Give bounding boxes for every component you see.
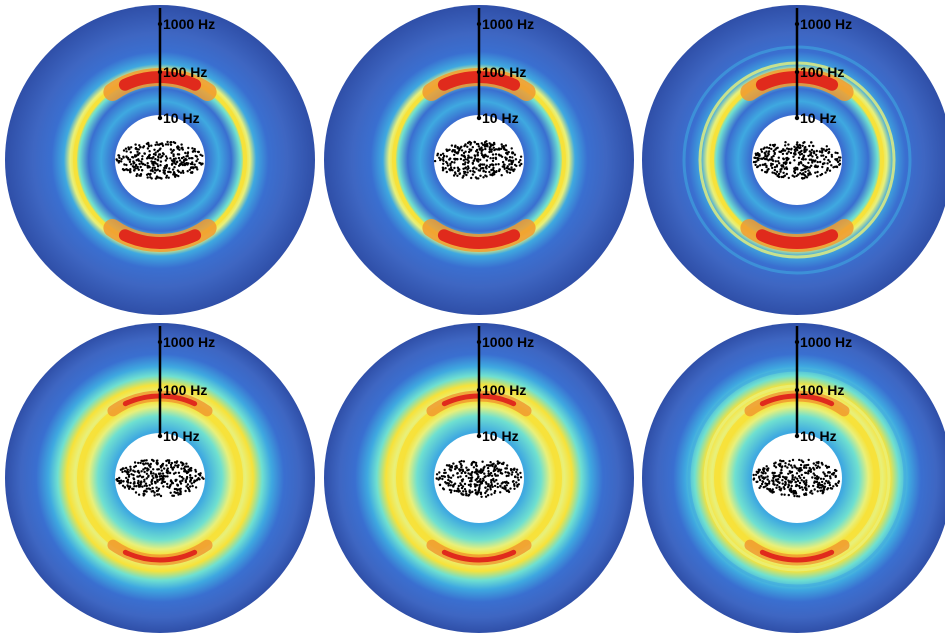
axis-tick-label: 10 Hz bbox=[800, 110, 837, 126]
polar-plot: 1000 Hz 100 Hz 10 Hz bbox=[5, 5, 315, 315]
axis-tick-label: 100 Hz bbox=[163, 64, 207, 80]
axis-tick-mark bbox=[476, 69, 482, 75]
axis-tick-mark bbox=[157, 69, 163, 75]
axis-tick-mark bbox=[794, 21, 800, 27]
axis-tick-label: 1000 Hz bbox=[163, 334, 215, 350]
peak-band-bottom bbox=[755, 229, 839, 249]
point-cloud bbox=[115, 140, 204, 180]
peak-band-bottom bbox=[118, 229, 202, 249]
polar-plot: 1000 Hz 100 Hz 10 Hz bbox=[642, 5, 945, 315]
point-cloud bbox=[752, 141, 842, 180]
axis-tick-mark bbox=[157, 433, 163, 439]
frequency-axis: 1000 Hz 100 Hz 10 Hz bbox=[794, 8, 852, 126]
axis-tick-mark bbox=[157, 115, 163, 121]
panel-row2-col1: 1000 Hz 100 Hz 10 Hz bbox=[3, 318, 318, 636]
polar-plot: 1000 Hz 100 Hz 10 Hz bbox=[642, 323, 945, 633]
axis-tick-mark bbox=[476, 387, 482, 393]
axis-tick-mark bbox=[476, 339, 482, 345]
polar-plot: 1000 Hz 100 Hz 10 Hz bbox=[324, 323, 634, 633]
axis-tick-label: 10 Hz bbox=[163, 110, 200, 126]
axis-tick-label: 1000 Hz bbox=[482, 334, 534, 350]
axis-tick-label: 100 Hz bbox=[482, 64, 526, 80]
point-cloud bbox=[115, 458, 205, 498]
axis-tick-mark bbox=[476, 115, 482, 121]
panel-row2-col2: 1000 Hz 100 Hz 10 Hz bbox=[322, 318, 637, 636]
axis-tick-label: 10 Hz bbox=[163, 428, 200, 444]
peak-band-bottom bbox=[122, 549, 198, 563]
axis-tick-label: 100 Hz bbox=[800, 382, 844, 398]
axis-tick-mark bbox=[476, 21, 482, 27]
point-cloud bbox=[433, 140, 523, 180]
axis-tick-mark bbox=[476, 433, 482, 439]
center-hole bbox=[752, 115, 842, 205]
panel-row2-col3: 1000 Hz 100 Hz 10 Hz bbox=[640, 318, 945, 636]
point-cloud bbox=[752, 458, 841, 498]
axis-tick-label: 100 Hz bbox=[800, 64, 844, 80]
axis-tick-label: 100 Hz bbox=[163, 382, 207, 398]
frequency-axis: 1000 Hz 100 Hz 10 Hz bbox=[794, 326, 852, 444]
axis-tick-mark bbox=[794, 69, 800, 75]
polar-plot: 1000 Hz 100 Hz 10 Hz bbox=[324, 5, 634, 315]
frequency-axis: 1000 Hz 100 Hz 10 Hz bbox=[476, 326, 534, 444]
axis-tick-label: 10 Hz bbox=[800, 428, 837, 444]
panel-row1-col2: 1000 Hz 100 Hz 10 Hz bbox=[322, 0, 637, 318]
axis-tick-label: 1000 Hz bbox=[800, 334, 852, 350]
axis-tick-mark bbox=[157, 387, 163, 393]
axis-tick-mark bbox=[794, 433, 800, 439]
peak-band-bottom bbox=[441, 549, 517, 563]
axis-tick-mark bbox=[157, 21, 163, 27]
axis-tick-mark bbox=[794, 387, 800, 393]
frequency-axis: 1000 Hz 100 Hz 10 Hz bbox=[157, 326, 215, 444]
axis-tick-label: 1000 Hz bbox=[482, 16, 534, 32]
axis-tick-label: 1000 Hz bbox=[800, 16, 852, 32]
axis-tick-label: 100 Hz bbox=[482, 382, 526, 398]
panel-row1-col3: 1000 Hz 100 Hz 10 Hz bbox=[640, 0, 945, 318]
axis-tick-mark bbox=[157, 339, 163, 345]
peak-band-bottom bbox=[437, 229, 521, 249]
panel-row1-col1: 1000 Hz 100 Hz 10 Hz bbox=[3, 0, 318, 318]
polar-plot: 1000 Hz 100 Hz 10 Hz bbox=[5, 323, 315, 633]
peak-band-bottom bbox=[759, 549, 835, 563]
frequency-axis: 1000 Hz 100 Hz 10 Hz bbox=[157, 8, 215, 126]
axis-tick-label: 10 Hz bbox=[482, 428, 519, 444]
point-cloud bbox=[435, 459, 523, 498]
center-hole bbox=[115, 115, 205, 205]
axis-tick-label: 10 Hz bbox=[482, 110, 519, 126]
axis-tick-mark bbox=[794, 115, 800, 121]
axis-tick-label: 1000 Hz bbox=[163, 16, 215, 32]
frequency-axis: 1000 Hz 100 Hz 10 Hz bbox=[476, 8, 534, 126]
axis-tick-mark bbox=[794, 339, 800, 345]
